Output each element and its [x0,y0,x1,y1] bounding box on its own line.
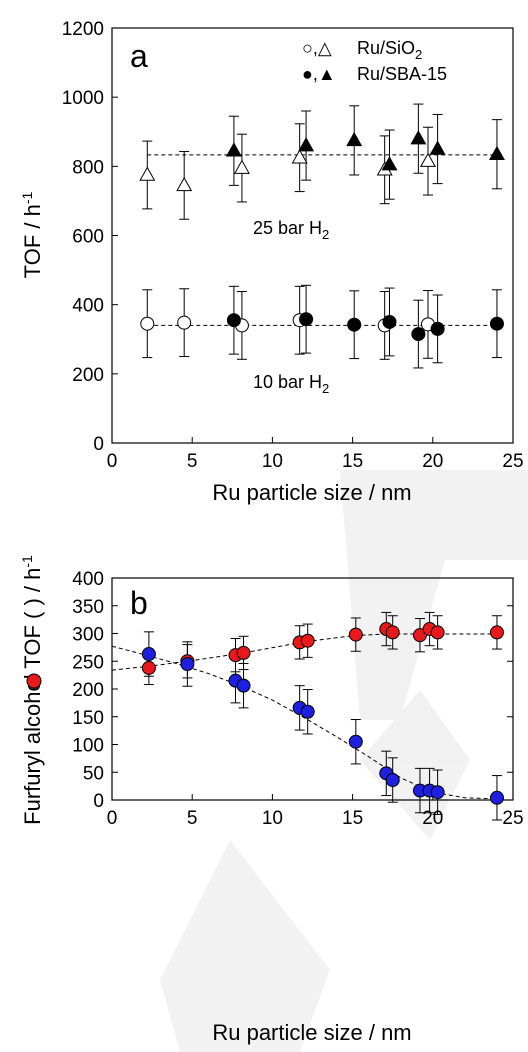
y-tick-label: 300 [72,625,104,646]
annotation-25-bar: 25 bar H2 [253,218,329,242]
x-tick-label: 10 [262,808,283,829]
legend-label-filled: Ru/SBA-15 [357,64,447,84]
y-tick-label: 400 [72,569,104,590]
legend-label-open-sub: 2 [415,47,422,62]
triangle-marker [291,149,308,164]
x-tick-label: 10 [262,451,283,472]
circle-marker [489,790,504,805]
y-tick-label: 0 [93,434,104,455]
y-tick-label: 1000 [62,88,104,109]
y-tick-label: 800 [72,157,104,178]
legend-label-open-main: Ru/SiO [357,38,415,58]
circle-marker [300,704,315,719]
circle-marker [430,625,445,640]
y-tick-label: 50 [83,763,104,784]
circle-marker [348,627,363,642]
circle-marker [489,316,504,331]
triangle-marker [381,156,398,171]
y-axis-title-sup: -1 [19,191,35,204]
data-marks [139,103,505,369]
circle-marker [430,785,445,800]
svg-text:Furfuryl alcohol TOF ( ) / h: Furfuryl alcohol TOF ( ) / h-1 [19,555,45,825]
circle-marker [385,625,400,640]
circle-marker [382,314,397,329]
circle-marker [141,660,156,675]
y-axis-title-main: TOF / h [20,204,45,278]
x-axis-title: Ru particle size / nm [212,480,411,505]
legend: ○,△ Ru/SiO2 ●,▲ Ru/SBA-15 [302,38,447,84]
triangle-marker [139,166,156,181]
triangle-marker [410,130,427,145]
triangle-marker [420,152,436,167]
y-axis-title-sup: -1 [19,555,35,568]
x-tick-label: 0 [107,451,118,472]
legend-symbols-filled: ●,▲ [302,64,336,84]
triangle-marker [298,137,315,152]
triangle-marker [346,131,363,147]
circle-marker [430,321,445,336]
circle-marker [347,317,362,332]
y-axis-title-left: Furfuryl alcohol TOF ( [20,611,45,825]
y-axis-title: TOF / h-1 [19,191,45,278]
circle-marker [236,645,251,660]
y-tick-label: 200 [72,680,104,701]
y-tick-label: 0 [93,791,104,812]
panel-a: 0 5 10 15 20 25 0 200 400 600 800 1000 1200 a ○,△ Ru… [19,19,524,505]
y-tick-label: 150 [72,708,104,729]
annotation-25-bar-main: 25 bar H [253,218,322,238]
x-tick-label: 25 [502,808,523,829]
annotation-25-bar-sub: 2 [322,227,329,242]
annotation-10-bar-main: 10 bar H [253,372,322,392]
x-tick-label: 5 [187,808,198,829]
y-tick-label: 600 [72,227,104,248]
fit-lines [147,154,497,326]
triangle-marker [488,145,505,160]
y-tick-label: 400 [72,296,104,317]
y-axis-title: Furfuryl alcohol TOF ( ) / h-1 [19,555,45,825]
y-axis-title-right: ) / h [20,568,45,606]
y-axis-title-marker [26,673,42,689]
circle-marker [226,313,241,328]
panel-letter: a [130,38,148,74]
y-tick-label: 1200 [62,19,104,40]
circle-marker [489,625,504,640]
annotation-10-bar: 10 bar H2 [253,372,329,396]
circle-marker [180,657,195,672]
triangle-marker [225,142,242,157]
x-tick-label: 25 [502,451,523,472]
panel-letter: b [130,585,148,621]
circle-marker [140,316,155,331]
x-axis-title: Ru particle size / nm [212,1020,411,1045]
circle-marker [177,315,192,330]
triangle-marker [233,159,250,174]
legend-label-open: Ru/SiO2 [357,38,422,62]
circle-marker [411,327,426,342]
x-tick-label: 15 [342,451,363,472]
circle-marker [300,633,315,648]
x-tick-label: 20 [422,808,443,829]
circle-marker [141,647,156,662]
triangle-marker [176,176,193,192]
circle-marker [385,773,400,788]
x-tick-label: 20 [422,451,443,472]
x-tick-label: 5 [187,451,198,472]
watermark [160,470,528,1052]
x-tick-label: 15 [342,808,363,829]
x-tick-label: 0 [107,808,118,829]
y-tick-label: 200 [72,365,104,386]
y-tick-label: 250 [72,652,104,673]
circle-marker [299,312,314,327]
data-marks [141,611,504,821]
y-tick-label: 350 [72,597,104,618]
circle-marker [348,734,363,749]
legend-symbols-open: ○,△ [302,38,332,58]
y-tick-label: 100 [72,736,104,757]
triangle-marker [429,140,446,155]
annotation-10-bar-sub: 2 [322,381,329,396]
circle-marker [236,678,251,693]
axis-ticks: 0 5 10 15 20 25 0 200 400 600 800 1000 1200 [62,19,524,472]
